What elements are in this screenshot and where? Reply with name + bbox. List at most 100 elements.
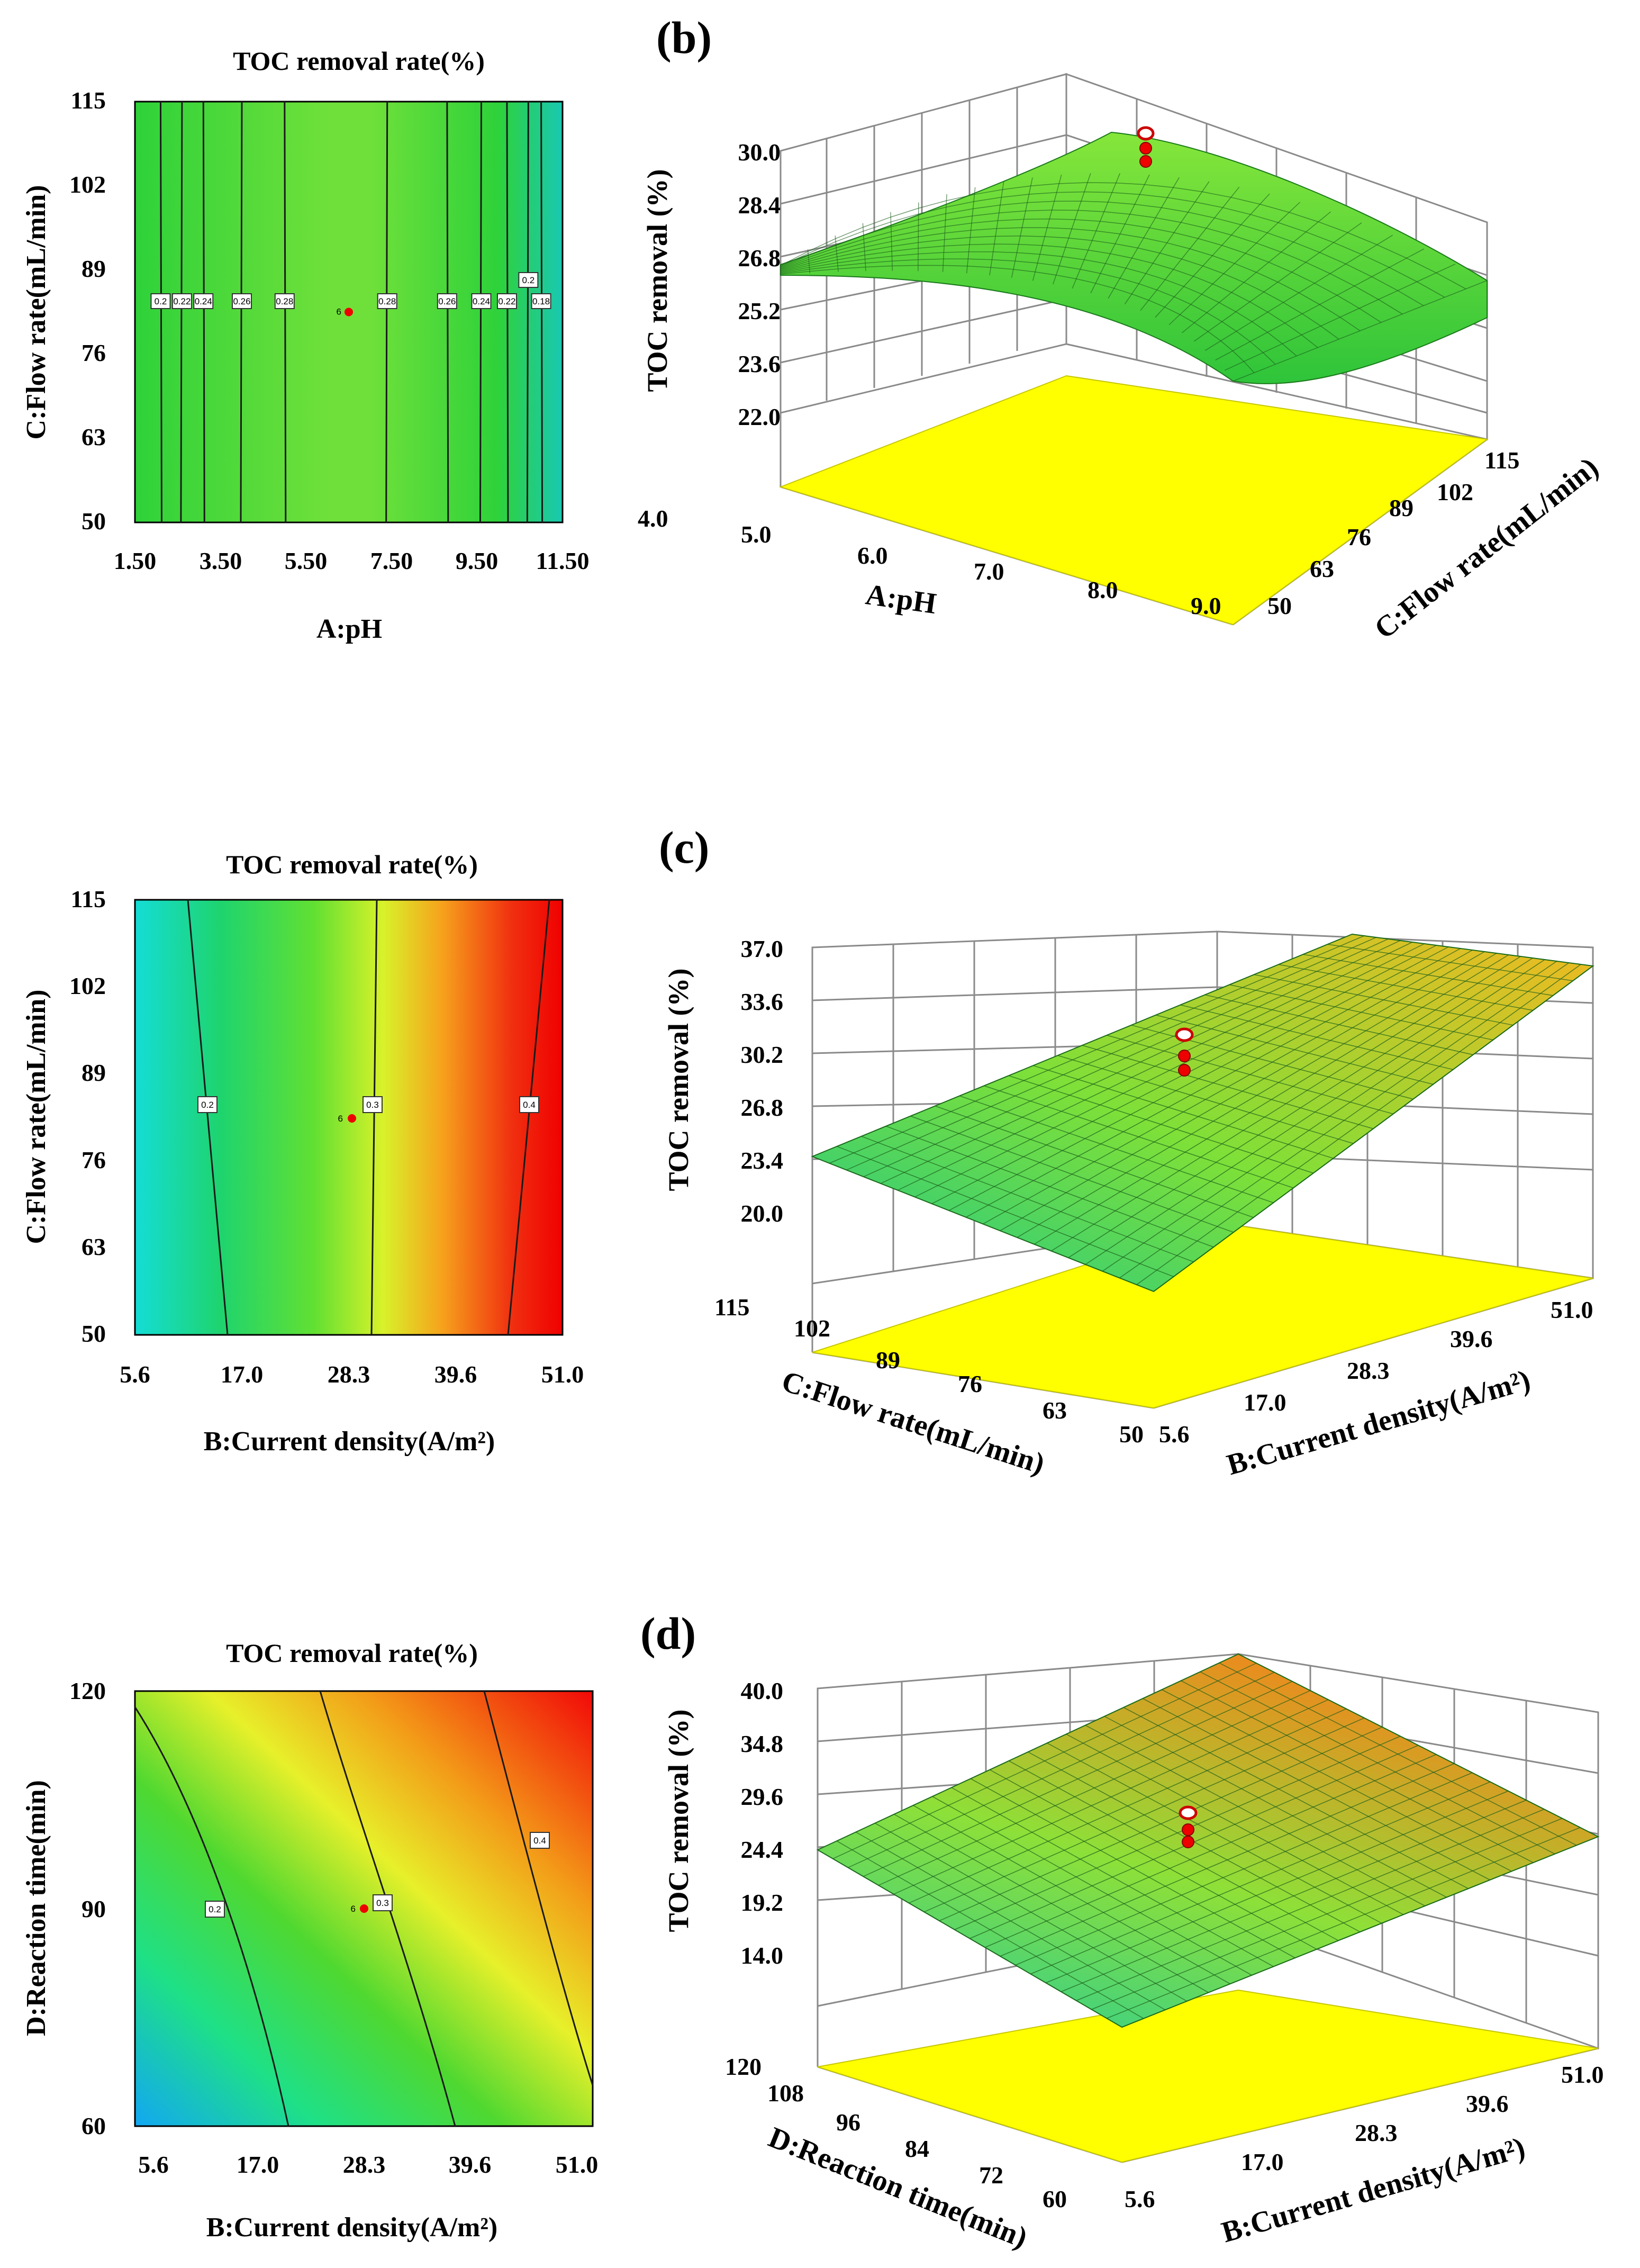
y-tick-label: 89 [81,255,106,282]
x-tick-label: 4.0 [638,505,668,532]
x-tick-label: 5.6 [1159,1421,1190,1448]
mesh-line [1017,953,1497,1238]
y-tick-label: 102 [794,1315,830,1342]
y-tick-label: 76 [81,339,106,366]
contour-label: 0.28 [276,296,293,306]
contour-label-box [471,293,492,309]
z-tick-label: 14.0 [741,1942,784,1969]
mesh-line [893,1699,1329,1895]
contour-line [240,101,243,523]
z-ticks: 40.0 34.8 29.6 24.4 19.2 14.0 [741,1677,784,1969]
mesh-line [1102,961,1557,1272]
center-point [360,1904,368,1913]
mesh-line [909,1708,1347,1904]
contour-line [479,101,482,523]
mesh-line [829,935,1365,1164]
y-tick-label: 76 [1347,523,1371,550]
y-ticks: 115 102 89 76 63 50 [714,1294,1144,1448]
mesh-line [1034,954,1509,1245]
z-ticks: 30.0 28.4 26.8 25.2 23.6 22.0 [738,139,781,430]
x-ticks: 1.50 3.50 5.50 7.50 9.50 11.50 [114,547,590,574]
x-axis-label: B:Current density(A/m²) [206,2212,497,2243]
x-tick-label: 28.3 [328,1361,370,1388]
center-point-label: 6 [338,1114,343,1124]
contour-floor [817,1989,1599,2163]
contour-label-box [193,293,214,309]
mesh-line [1051,956,1521,1252]
y-ticks: 120 90 60 [69,1677,106,2139]
contour-label-box [496,293,517,309]
x-axis-label: A:pH [316,614,382,644]
mesh-line [780,182,1466,290]
center-point [345,308,353,317]
panel-label: (c) [659,822,709,873]
mesh-line [1076,1809,1545,2001]
mesh-line [954,1736,1401,1930]
mesh-line [846,937,1376,1171]
mesh-line [1030,1781,1491,1975]
z-tick-label: 34.8 [741,1730,784,1757]
contour-label: 0.24 [195,296,212,306]
chart-title: TOC removal rate(%) [226,850,478,879]
x-tick-label: 28.3 [1347,1357,1390,1384]
mesh-line [984,1754,1437,1948]
contour-label-box [171,293,192,309]
mesh-line [939,1727,1383,1921]
x-tick-label: 39.6 [1450,1325,1493,1352]
y-tick-label: 108 [767,2080,804,2107]
y-tick-label: 50 [81,508,106,535]
contour-label: 0.24 [473,296,490,306]
x-ticks: 5.6 17.0 28.3 39.6 51.0 [1125,2061,1604,2212]
contour-label: 0.2 [155,296,167,306]
contour-line [385,101,388,523]
mesh-line [1015,1772,1473,1966]
x-tick-label: 5.6 [138,2151,169,2178]
y-tick-label: 60 [81,2112,106,2139]
z-axis-label: TOC removal (%) [641,169,673,392]
y-ticks: 115 102 89 76 63 50 [69,87,106,535]
mesh-line [1061,1800,1527,1992]
chart-title: TOC removal rate(%) [233,46,485,76]
mesh-line [812,934,1353,1157]
y-tick-label: 60 [1043,2185,1067,2212]
z-axis-label: TOC removal (%) [663,969,694,1191]
mesh-line [923,1718,1365,1912]
x-tick-label: 3.50 [200,547,242,574]
mesh-line [1000,951,1485,1231]
mesh-line [832,1662,1257,1859]
mesh-line [817,1653,1239,1850]
contour-lines [187,899,550,1335]
contour-label: 0.26 [438,296,456,306]
contour-panel-a: TOC removal rate(%) 0.2 0.22 0.24 0.26 0.28 0… [21,46,589,644]
mesh-line [780,227,1361,331]
mesh-line [897,942,1413,1191]
y-tick-label: 72 [979,2162,1003,2189]
x-ticks: 5.6 17.0 28.3 39.6 51.0 [138,2151,598,2178]
x-tick-label: 17.0 [237,2151,279,2178]
x-tick-label: 17.0 [221,1361,264,1388]
mesh-line [1068,957,1533,1258]
mesh-line [1121,1836,1599,2028]
contour-line [526,101,529,523]
y-tick-label: 63 [81,423,106,450]
contour-label: 0.18 [532,296,550,306]
y-ticks: 120 108 96 84 72 60 [725,2053,1067,2212]
contour-label: 0.4 [523,1100,536,1110]
y-tick-label: 90 [81,1895,106,1922]
y-tick-label: 63 [81,1233,106,1260]
y-tick-label: 76 [958,1370,982,1397]
y-tick-label: 120 [69,1677,106,1704]
x-tick-label: 5.6 [120,1361,150,1388]
mesh-line [780,236,1339,340]
y-tick-label: 96 [836,2109,860,2136]
contour-label-box [150,293,171,309]
design-points [1137,126,1155,168]
x-tick-label: 39.6 [449,2151,492,2178]
x-tick-label: 51.0 [1551,1296,1593,1323]
y-tick-label: 84 [905,2135,929,2162]
x-tick-label: 28.3 [343,2151,386,2178]
y-tick-label: 115 [71,87,106,114]
y-tick-label: 89 [1389,494,1414,521]
x-tick-label: 39.6 [434,1361,477,1388]
